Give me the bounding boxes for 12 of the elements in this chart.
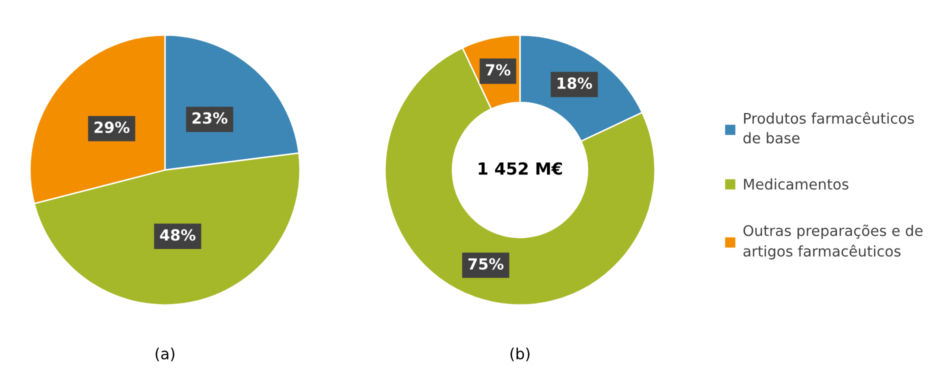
legend-label: Produtos farmacêuticos de base [743, 112, 914, 144]
text: 1 452 M€ [478, 162, 562, 175]
data-label: 18% [558, 77, 592, 89]
text: (b) [510, 348, 530, 362]
data-label: 29% [94, 122, 130, 134]
data-label: 48% [160, 229, 196, 241]
data-label: 75% [468, 258, 504, 270]
legend-label: Medicamentos [744, 178, 848, 190]
data-label: 23% [192, 112, 228, 124]
data-label: 7% [486, 64, 510, 76]
text: (a) [156, 348, 174, 362]
legend-label: Outras preparações e de artigos farmacêuticos [743, 224, 922, 260]
